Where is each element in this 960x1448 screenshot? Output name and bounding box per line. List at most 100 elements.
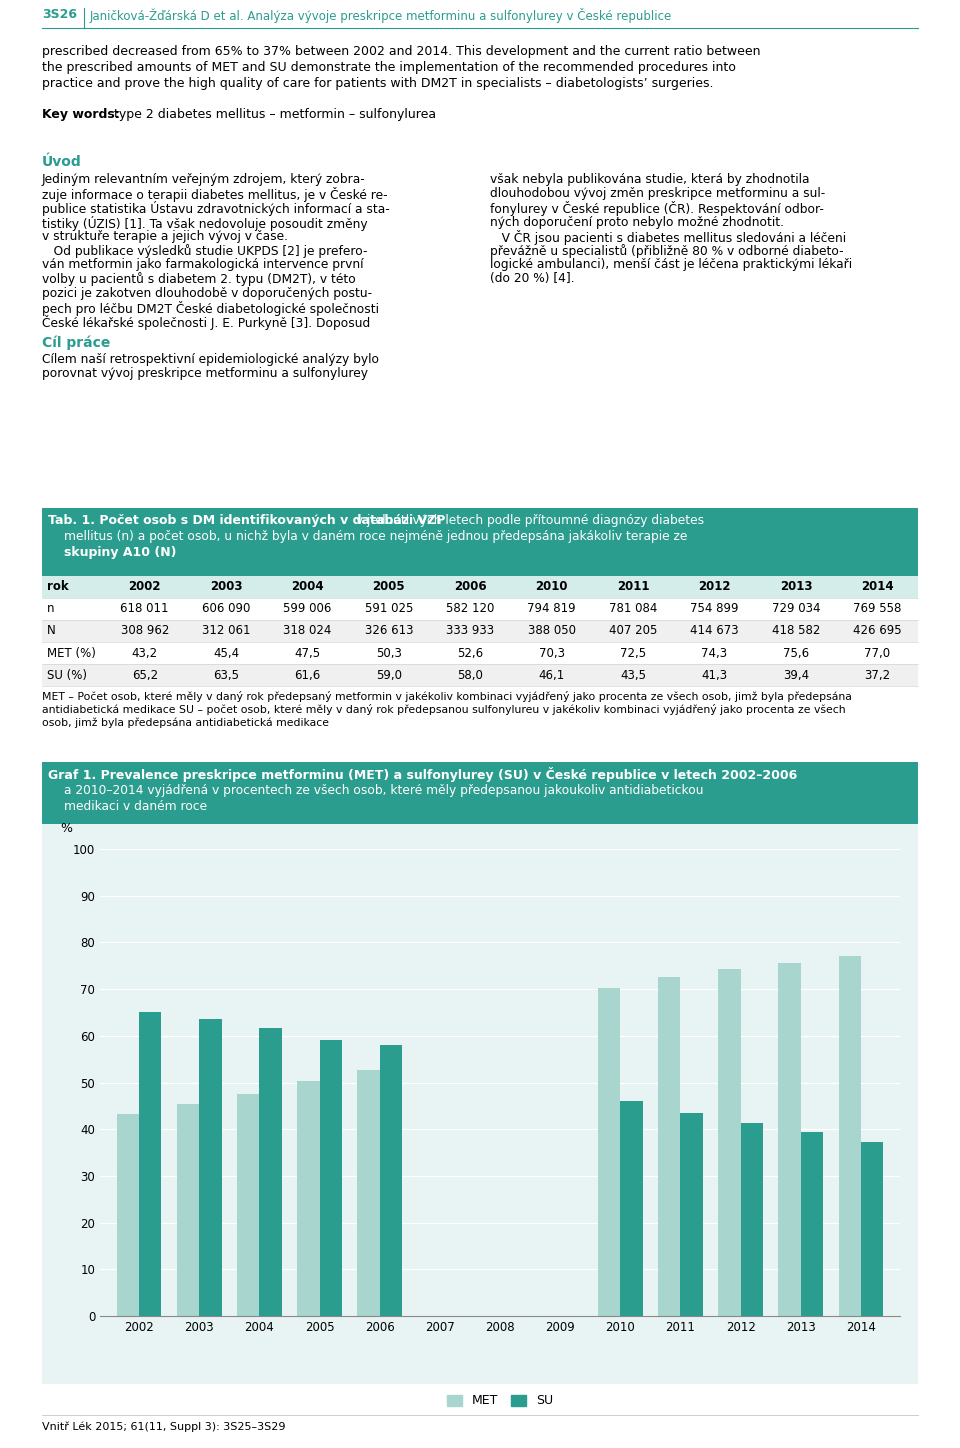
Text: 606 090: 606 090 bbox=[202, 602, 251, 615]
Text: ván metformin jako farmakologická intervence první: ván metformin jako farmakologická interv… bbox=[42, 258, 364, 271]
Text: Úvod: Úvod bbox=[42, 155, 82, 169]
Text: medikaci v daném roce: medikaci v daném roce bbox=[64, 799, 207, 812]
Text: Cílem naší retrospektivní epidemiologické analýzy bylo: Cílem naší retrospektivní epidemiologick… bbox=[42, 353, 379, 366]
Text: SU (%): SU (%) bbox=[47, 669, 87, 682]
Text: 61,6: 61,6 bbox=[295, 669, 321, 682]
Bar bbox=[620, 1100, 642, 1316]
Bar bbox=[598, 988, 620, 1316]
Text: N: N bbox=[47, 624, 56, 637]
Text: 72,5: 72,5 bbox=[620, 646, 646, 659]
Text: the prescribed amounts of MET and SU demonstrate the implementation of the recom: the prescribed amounts of MET and SU dem… bbox=[42, 61, 736, 74]
Text: 418 582: 418 582 bbox=[772, 624, 820, 637]
Bar bbox=[117, 1115, 139, 1316]
FancyBboxPatch shape bbox=[42, 598, 918, 620]
Text: 50,3: 50,3 bbox=[376, 646, 402, 659]
Text: Od publikace výsledků studie UKPDS [2] je prefero-: Od publikace výsledků studie UKPDS [2] j… bbox=[42, 245, 368, 258]
Text: MET – Počet osob, které měly v daný rok předepsaný metformin v jakékoliv kombina: MET – Počet osob, které měly v daný rok … bbox=[42, 691, 852, 702]
Text: 43,5: 43,5 bbox=[620, 669, 646, 682]
Text: 45,4: 45,4 bbox=[213, 646, 239, 659]
Text: České lékařské společnosti J. E. Purkyně [3]. Doposud: České lékařské společnosti J. E. Purkyně… bbox=[42, 316, 371, 330]
Text: 426 695: 426 695 bbox=[853, 624, 901, 637]
Text: skupiny A10 (N): skupiny A10 (N) bbox=[64, 546, 177, 559]
Text: prescribed decreased from 65% to 37% between 2002 and 2014. This development and: prescribed decreased from 65% to 37% bet… bbox=[42, 45, 760, 58]
Text: 46,1: 46,1 bbox=[539, 669, 564, 682]
Bar bbox=[740, 1124, 763, 1316]
Text: Tab. 1. Počet osob s DM identifikovaných v databázi VZP: Tab. 1. Počet osob s DM identifikovaných… bbox=[48, 514, 445, 527]
FancyBboxPatch shape bbox=[42, 824, 918, 1384]
Text: Jediným relevantním veřejným zdrojem, který zobra-: Jediným relevantním veřejným zdrojem, kt… bbox=[42, 172, 366, 185]
Text: zuje informace o terapii diabetes mellitus, je v České re-: zuje informace o terapii diabetes mellit… bbox=[42, 187, 388, 203]
Text: n: n bbox=[47, 602, 55, 615]
Text: 2010: 2010 bbox=[536, 581, 568, 594]
Text: ných doporučení proto nebylo možné zhodnotit.: ných doporučení proto nebylo možné zhodn… bbox=[490, 216, 784, 229]
Bar bbox=[177, 1103, 200, 1316]
Text: 599 006: 599 006 bbox=[283, 602, 332, 615]
Bar bbox=[861, 1142, 883, 1316]
Text: fonylurey v České republice (ČR). Respektování odbor-: fonylurey v České republice (ČR). Respek… bbox=[490, 201, 824, 216]
Text: Vnitř Lék 2015; 61(11, Suppl 3): 3S25–3S29: Vnitř Lék 2015; 61(11, Suppl 3): 3S25–3S… bbox=[42, 1422, 285, 1432]
Text: 77,0: 77,0 bbox=[864, 646, 890, 659]
Text: Key words:: Key words: bbox=[42, 109, 120, 122]
Bar bbox=[357, 1070, 380, 1316]
Text: 318 024: 318 024 bbox=[283, 624, 332, 637]
Text: a 2010–2014 vyjádřená v procentech ze všech osob, které měly předepsanou jakouko: a 2010–2014 vyjádřená v procentech ze vš… bbox=[64, 783, 704, 796]
Bar bbox=[380, 1045, 402, 1316]
Text: 74,3: 74,3 bbox=[702, 646, 728, 659]
Text: 58,0: 58,0 bbox=[457, 669, 483, 682]
Text: 63,5: 63,5 bbox=[213, 669, 239, 682]
Text: 2013: 2013 bbox=[780, 581, 812, 594]
FancyBboxPatch shape bbox=[42, 641, 918, 665]
Text: 2003: 2003 bbox=[210, 581, 242, 594]
FancyBboxPatch shape bbox=[42, 620, 918, 641]
Text: 312 061: 312 061 bbox=[202, 624, 251, 637]
Text: type 2 diabetes mellitus – metformin – sulfonylurea: type 2 diabetes mellitus – metformin – s… bbox=[110, 109, 436, 122]
Text: v jednotlivých letech podle přítoumné diagnózy diabetes: v jednotlivých letech podle přítoumné di… bbox=[352, 514, 704, 527]
FancyBboxPatch shape bbox=[42, 576, 918, 598]
Text: 75,6: 75,6 bbox=[782, 646, 809, 659]
Text: 729 034: 729 034 bbox=[772, 602, 820, 615]
Text: 70,3: 70,3 bbox=[539, 646, 564, 659]
Text: volby u pacientů s diabetem 2. typu (DM2T), v této: volby u pacientů s diabetem 2. typu (DM2… bbox=[42, 272, 356, 287]
Bar bbox=[681, 1114, 703, 1316]
Text: rok: rok bbox=[47, 581, 68, 594]
Text: dlouhodobou vývoj změn preskripce metforminu a sul-: dlouhodobou vývoj změn preskripce metfor… bbox=[490, 187, 826, 200]
Text: practice and prove the high quality of care for patients with DM2T in specialist: practice and prove the high quality of c… bbox=[42, 77, 713, 90]
Text: %: % bbox=[60, 822, 72, 835]
Text: 582 120: 582 120 bbox=[446, 602, 494, 615]
Text: porovnat vývoj preskripce metforminu a sulfonylurey: porovnat vývoj preskripce metforminu a s… bbox=[42, 368, 368, 381]
Text: 794 819: 794 819 bbox=[527, 602, 576, 615]
Text: 618 011: 618 011 bbox=[120, 602, 169, 615]
Text: MET (%): MET (%) bbox=[47, 646, 96, 659]
Text: mellitus (n) a počet osob, u nichž byla v daném roce nejméně jednou předepsána j: mellitus (n) a počet osob, u nichž byla … bbox=[64, 530, 687, 543]
Text: 37,2: 37,2 bbox=[864, 669, 890, 682]
Text: 769 558: 769 558 bbox=[853, 602, 901, 615]
FancyBboxPatch shape bbox=[42, 508, 918, 576]
Text: 59,0: 59,0 bbox=[376, 669, 402, 682]
Text: 333 933: 333 933 bbox=[446, 624, 494, 637]
Bar bbox=[659, 977, 681, 1316]
Text: 407 205: 407 205 bbox=[609, 624, 658, 637]
Bar bbox=[259, 1028, 281, 1316]
Text: 2012: 2012 bbox=[698, 581, 731, 594]
Text: 388 050: 388 050 bbox=[528, 624, 576, 637]
Text: 2002: 2002 bbox=[129, 581, 161, 594]
FancyBboxPatch shape bbox=[42, 665, 918, 686]
Bar bbox=[779, 963, 801, 1316]
Text: převážně u specialistů (přibližně 80 % v odborné diabeto-: převážně u specialistů (přibližně 80 % v… bbox=[490, 245, 844, 258]
Text: však nebyla publikována studie, která by zhodnotila: však nebyla publikována studie, která by… bbox=[490, 172, 809, 185]
Text: 41,3: 41,3 bbox=[702, 669, 728, 682]
Legend: MET, SU: MET, SU bbox=[442, 1390, 558, 1412]
Text: 2014: 2014 bbox=[861, 581, 894, 594]
Text: antidiabetická medikace SU – počet osob, které měly v daný rok předepsanou sulfo: antidiabetická medikace SU – počet osob,… bbox=[42, 704, 846, 715]
Text: 2006: 2006 bbox=[454, 581, 487, 594]
Bar bbox=[718, 969, 740, 1316]
Bar bbox=[320, 1041, 342, 1316]
Text: 2004: 2004 bbox=[291, 581, 324, 594]
Text: 754 899: 754 899 bbox=[690, 602, 739, 615]
Text: 3S26: 3S26 bbox=[42, 9, 77, 22]
Text: publice statistika Ústavu zdravotnických informací a sta-: publice statistika Ústavu zdravotnických… bbox=[42, 201, 390, 216]
FancyBboxPatch shape bbox=[42, 762, 918, 824]
Text: 326 613: 326 613 bbox=[365, 624, 413, 637]
Text: 39,4: 39,4 bbox=[782, 669, 809, 682]
Bar bbox=[839, 957, 861, 1316]
